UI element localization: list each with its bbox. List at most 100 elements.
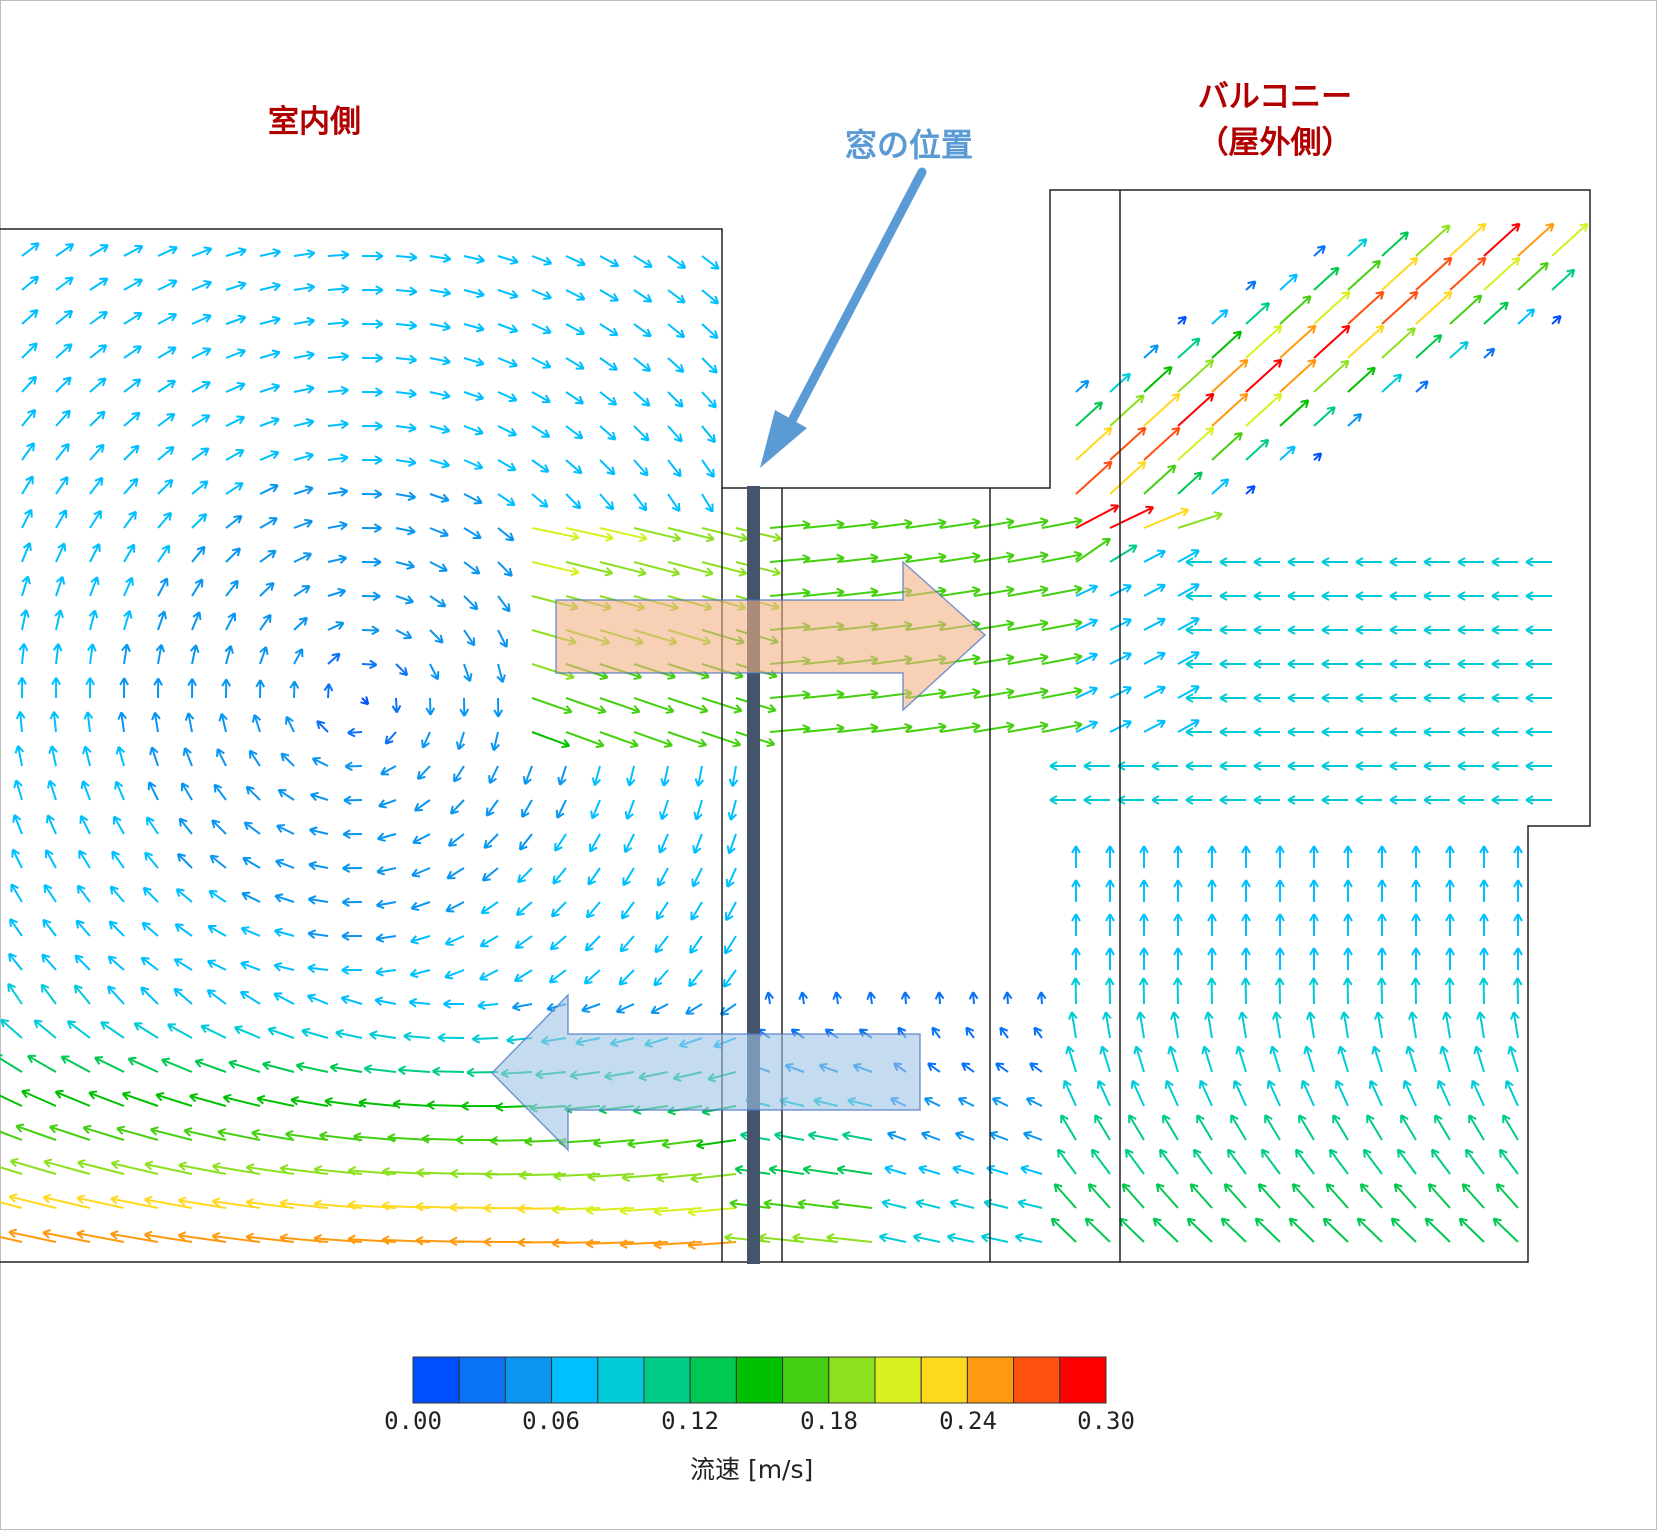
velocity-vector — [550, 901, 567, 918]
velocity-vector — [589, 833, 601, 853]
velocity-vector — [144, 851, 159, 869]
velocity-vector — [836, 1164, 873, 1175]
velocity-vector — [1219, 659, 1246, 669]
velocity-vector — [554, 833, 567, 852]
velocity-vector — [191, 611, 202, 631]
velocity-vector — [1164, 1079, 1179, 1107]
velocity-vector — [1355, 625, 1382, 635]
velocity-vector — [1445, 845, 1455, 868]
velocity-vector — [55, 442, 70, 461]
velocity-vector — [764, 991, 774, 1005]
velocity-vector — [599, 255, 620, 268]
velocity-vector — [1389, 625, 1416, 635]
velocity-vector — [108, 920, 125, 937]
velocity-vector — [719, 1003, 737, 1016]
velocity-vector — [584, 935, 601, 952]
velocity-vector — [416, 765, 431, 780]
velocity-vector — [361, 455, 383, 465]
velocity-vector — [1158, 1148, 1179, 1175]
velocity-vector — [327, 317, 350, 328]
velocity-vector — [1321, 693, 1348, 703]
velocity-vector — [599, 561, 647, 577]
velocity-vector — [149, 1126, 193, 1141]
velocity-vector — [15, 710, 26, 733]
velocity-vector — [1343, 913, 1353, 936]
velocity-vector — [493, 697, 504, 718]
velocity-vector — [1287, 727, 1314, 737]
velocity-vector — [701, 493, 714, 513]
velocity-vector — [1177, 426, 1215, 461]
colorbar-tick-label: 0.30 — [1077, 1407, 1135, 1435]
velocity-vector — [1177, 549, 1200, 563]
velocity-vector — [395, 629, 413, 640]
velocity-vector — [140, 956, 159, 971]
colorbar-swatch — [504, 1356, 553, 1404]
velocity-vector — [1075, 460, 1113, 495]
velocity-vector — [42, 918, 57, 937]
velocity-vector — [1189, 1183, 1213, 1209]
velocity-vector — [939, 722, 981, 733]
velocity-vector — [1457, 761, 1484, 771]
velocity-vector — [189, 1092, 227, 1107]
velocity-vector — [599, 323, 619, 337]
velocity-vector — [251, 1129, 295, 1141]
velocity-vector — [1036, 991, 1047, 1005]
velocity-vector — [1525, 727, 1552, 737]
velocity-vector — [1321, 761, 1348, 771]
velocity-vector — [119, 677, 129, 699]
velocity-vector — [113, 815, 125, 835]
velocity-vector — [1152, 1217, 1179, 1243]
velocity-vector — [397, 1065, 431, 1076]
colorbar-swatch — [643, 1356, 691, 1404]
velocity-vector — [307, 929, 329, 940]
velocity-vector — [991, 1096, 1009, 1107]
velocity-vector — [1206, 977, 1217, 1005]
velocity-vector — [555, 799, 567, 819]
velocity-vector — [14, 745, 25, 767]
velocity-vector — [1321, 727, 1348, 737]
velocity-vector — [886, 1130, 907, 1141]
velocity-vector — [667, 255, 687, 269]
velocity-vector — [21, 309, 39, 325]
velocity-vector — [1060, 1114, 1077, 1141]
velocity-vector — [1393, 1183, 1417, 1209]
velocity-vector — [79, 814, 91, 835]
velocity-vector — [429, 424, 451, 435]
velocity-vector — [1313, 406, 1336, 427]
velocity-vector — [327, 621, 345, 631]
velocity-vector — [145, 816, 159, 835]
velocity-vector — [1291, 1183, 1315, 1209]
velocity-vector — [327, 419, 349, 430]
velocity-vector — [531, 561, 580, 577]
velocity-vector — [248, 749, 261, 767]
velocity-vector — [565, 561, 614, 577]
velocity-vector — [1177, 511, 1223, 529]
velocity-vector — [599, 357, 618, 371]
velocity-vector — [1415, 256, 1453, 291]
velocity-vector — [241, 891, 261, 903]
velocity-vector — [173, 987, 193, 1005]
velocity-vector — [1177, 719, 1200, 733]
velocity-vector — [797, 1198, 839, 1209]
velocity-vector — [633, 391, 651, 407]
velocity-vector — [123, 477, 139, 495]
velocity-vector — [243, 821, 261, 835]
velocity-vector — [920, 1130, 941, 1141]
velocity-vector — [701, 289, 720, 305]
velocity-vector — [116, 1125, 159, 1141]
velocity-vector — [89, 277, 109, 291]
velocity-vector — [335, 1028, 363, 1039]
velocity-vector — [667, 527, 715, 543]
velocity-vector — [1355, 761, 1382, 771]
velocity-vector — [327, 520, 348, 531]
velocity-vector — [1207, 845, 1217, 868]
velocity-vector — [1104, 977, 1115, 1005]
velocity-vector — [521, 799, 533, 818]
velocity-vector — [1254, 1217, 1281, 1243]
velocity-vector — [517, 1237, 567, 1248]
velocity-vector — [1389, 795, 1416, 805]
velocity-vector — [225, 514, 243, 529]
velocity-vector — [293, 648, 304, 665]
velocity-vector — [306, 993, 329, 1005]
velocity-vector — [1065, 1045, 1077, 1073]
